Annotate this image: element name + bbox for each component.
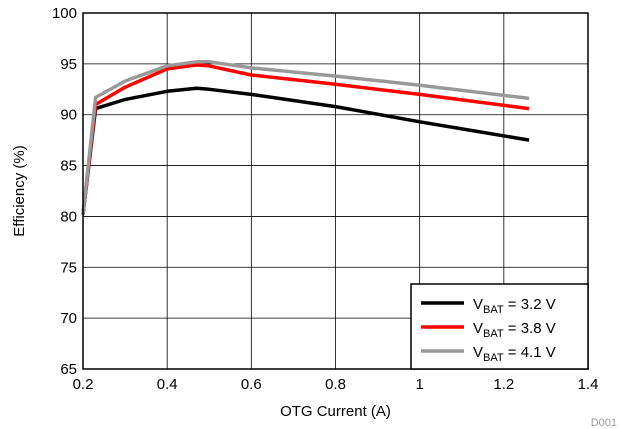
x-tick-label: 1.2 [493, 376, 514, 393]
grid [82, 12, 589, 370]
x-tick-label: 0.8 [325, 376, 346, 393]
x-tick-label: 0.2 [73, 376, 94, 393]
x-tick-label: 0.6 [241, 376, 262, 393]
x-tick-label: 0.4 [157, 376, 178, 393]
legend: VBAT = 3.2 V VBAT = 3.8 V VBAT = 4.1 V [410, 283, 589, 370]
figure-code-label: D001 [591, 417, 617, 429]
legend-label: VBAT = 3.8 V [473, 320, 556, 340]
legend-label: VBAT = 3.2 V [473, 296, 556, 316]
y-tick-label: 85 [60, 158, 77, 175]
y-tick-label: 95 [60, 56, 77, 73]
x-tick-label: 1.4 [578, 376, 599, 393]
series-line-2 [81, 63, 530, 215]
y-tick-label: 75 [60, 259, 77, 276]
y-tick-label: 100 [52, 5, 77, 22]
y-tick-label: 65 [60, 361, 77, 378]
x-tick-label: 1 [415, 376, 423, 393]
series-line-3 [81, 60, 530, 215]
x-axis-title: OTG Current (A) [280, 403, 391, 420]
axis-ticks: 0.2 0.4 0.6 0.8 1 1.2 1.4 65 70 75 80 85 90 95 100 [52, 5, 598, 393]
series-line-1 [81, 86, 530, 215]
y-tick-label: 70 [60, 310, 77, 327]
y-tick-label: 90 [60, 107, 77, 124]
y-axis-title: Efficiency (%) [11, 145, 28, 236]
plot-frame [82, 12, 589, 370]
series-lines [81, 60, 530, 215]
legend-label: VBAT = 4.1 V [473, 344, 556, 364]
y-tick-label: 80 [60, 208, 77, 225]
